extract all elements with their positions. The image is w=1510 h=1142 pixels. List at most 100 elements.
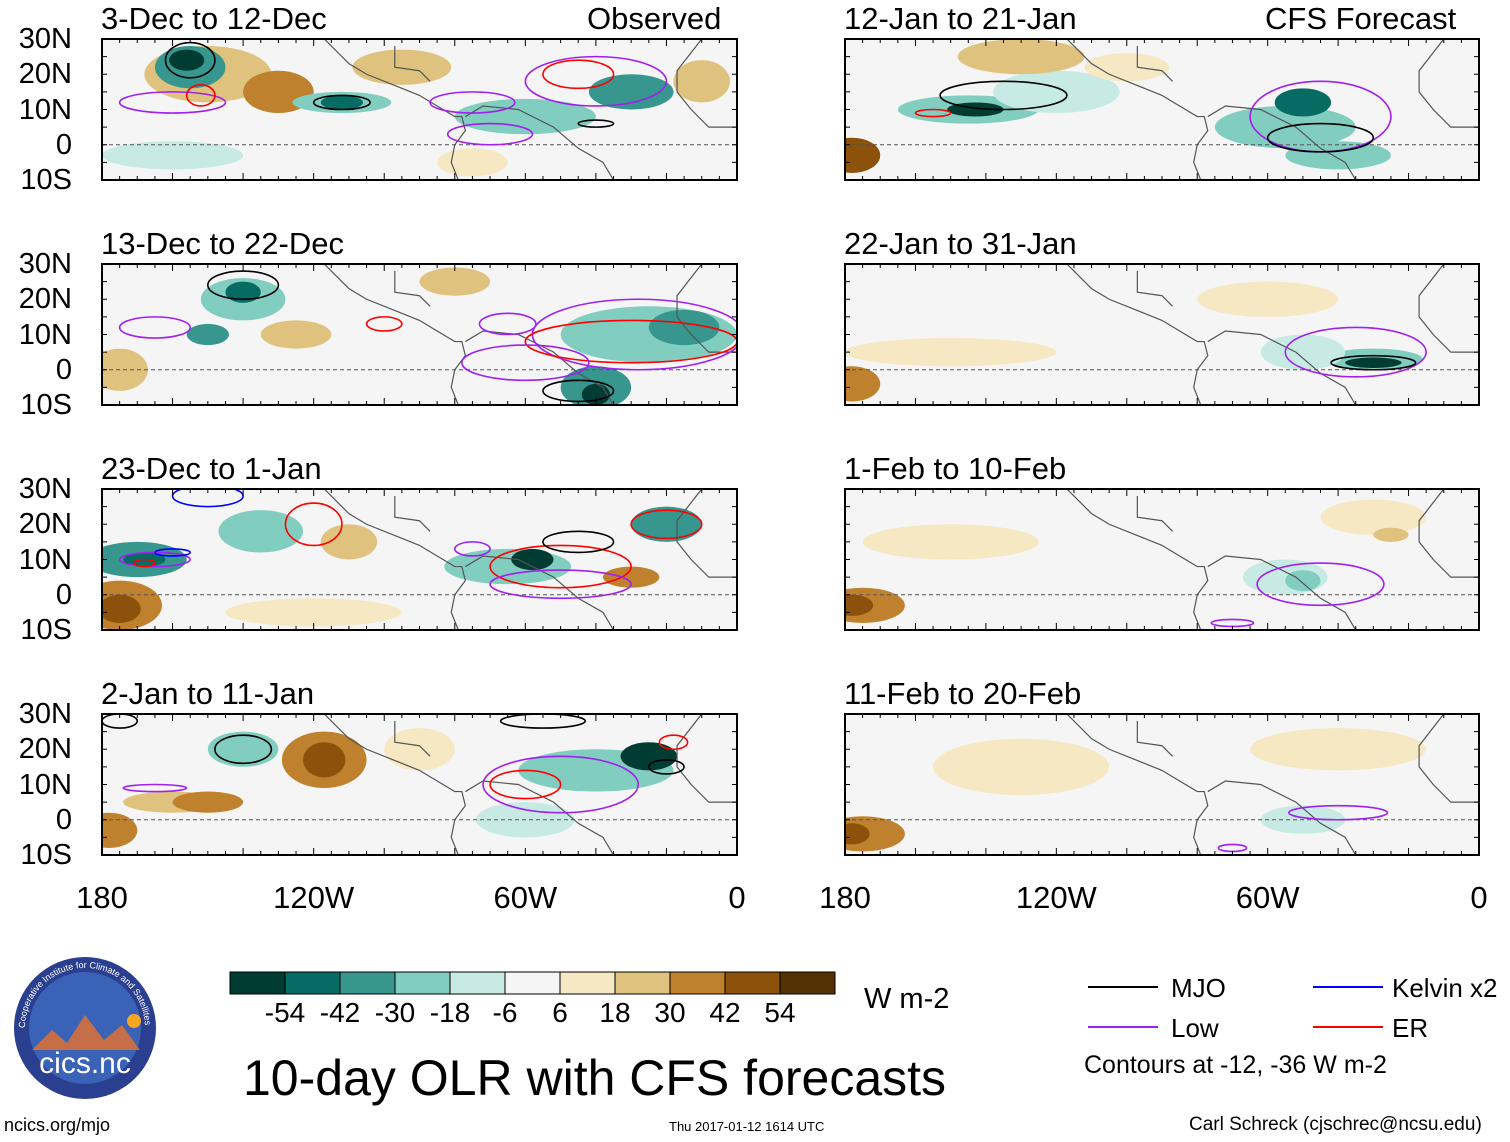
coastline	[676, 714, 737, 803]
observed-header: Observed	[587, 1, 722, 36]
olr-anomaly-area	[102, 812, 138, 848]
wave-contour	[577, 119, 615, 128]
wave-contour	[171, 489, 244, 508]
lat-label: 20N	[18, 283, 72, 316]
wave-contour	[118, 316, 191, 339]
lat-label: 10S	[20, 164, 72, 196]
colorbar-swatch	[779, 971, 836, 995]
coastline	[1136, 721, 1173, 757]
coastline	[1066, 39, 1209, 180]
coastline	[465, 555, 615, 630]
coastline	[1136, 496, 1173, 532]
wave-contour	[489, 769, 562, 800]
wave-contour	[122, 783, 188, 793]
wave-contour	[658, 734, 689, 751]
map-panel	[844, 263, 1480, 406]
wave-contour	[446, 122, 534, 146]
wave-contour	[1284, 326, 1427, 378]
olr-anomaly-area	[454, 98, 596, 135]
coastline	[1207, 780, 1357, 855]
wave-contour	[185, 84, 216, 107]
colorbar-swatch	[449, 971, 506, 995]
wave-contour	[284, 502, 343, 547]
coastline	[1207, 330, 1357, 405]
olr-anomaly-area	[1345, 357, 1402, 368]
panel-title: 1-Feb to 10-Feb	[844, 451, 1067, 486]
coastline	[1418, 489, 1479, 578]
colorbar-units: W m-2	[864, 983, 950, 1015]
olr-anomaly-area	[602, 566, 660, 588]
wave-contour	[630, 509, 703, 540]
coastline	[323, 714, 467, 855]
olr-anomaly-area	[1285, 141, 1391, 170]
lat-label: 20N	[18, 508, 72, 541]
wave-contour	[102, 714, 139, 729]
legend-label-mjo: MJO	[1171, 973, 1226, 1003]
coastline	[323, 489, 467, 630]
panel-title: 11-Feb to 20-Feb	[844, 676, 1082, 711]
olr-anomaly-area	[437, 148, 508, 177]
coastline	[1136, 271, 1173, 307]
wave-contour	[207, 270, 280, 301]
olr-anomaly-area	[673, 60, 730, 103]
lat-label: 10S	[20, 614, 72, 646]
footer-timestamp: Thu 2017-01-12 1614 UTC	[669, 1119, 825, 1134]
coastline	[1418, 264, 1479, 353]
wave-contour	[478, 312, 537, 336]
olr-anomaly-area	[172, 791, 244, 813]
panel-title: 13-Dec to 22-Dec	[101, 226, 344, 261]
map-panel	[844, 488, 1480, 631]
wave-contour	[118, 91, 227, 114]
lon-label: 120W	[1015, 880, 1097, 915]
colorbar-label: 6	[552, 997, 568, 1028]
olr-anomaly-area	[218, 510, 304, 553]
colorbar-label: 42	[709, 997, 741, 1028]
panel-title: 23-Dec to 1-Jan	[101, 451, 322, 486]
olr-anomaly-area	[102, 141, 244, 170]
olr-anomaly-area	[1285, 570, 1321, 592]
wave-contour	[453, 541, 491, 557]
lon-label: 0	[1470, 880, 1488, 915]
olr-anomaly-area	[1373, 527, 1409, 542]
forecast-header: CFS Forecast	[1265, 1, 1457, 36]
wave-contour	[1256, 562, 1385, 607]
wave-contour	[524, 55, 668, 107]
footer-author: Carl Schreck (cjschrec@ncsu.edu)	[1189, 1114, 1482, 1135]
wave-contour	[524, 319, 737, 364]
coastline	[676, 489, 737, 578]
olr-anomaly-area	[320, 95, 364, 110]
olr-anomaly-area	[511, 548, 554, 571]
wave-contour	[542, 59, 615, 90]
wave-contour	[489, 544, 632, 589]
colorbar-swatch	[614, 971, 671, 995]
colorbar-swatch	[394, 971, 451, 995]
map-panel	[101, 713, 738, 856]
wave-contour	[939, 80, 1068, 111]
olr-anomaly-area	[1197, 281, 1339, 317]
wave-contour	[648, 759, 685, 775]
wave-contour	[1266, 122, 1375, 153]
coastline	[394, 46, 431, 82]
colorbar-label: -30	[374, 997, 416, 1028]
lon-label: 180	[76, 880, 128, 915]
olr-anomaly-area	[933, 738, 1110, 796]
olr-anomaly-area	[620, 742, 678, 771]
lat-label: 0	[55, 353, 72, 386]
coastline	[1066, 264, 1209, 405]
cics-logo: Cooperative Institute for Climate and Sa…	[12, 955, 158, 1101]
lat-label: 10N	[18, 93, 72, 126]
wave-contour	[542, 530, 615, 554]
colorbar-label: 18	[599, 997, 631, 1028]
coastline	[1418, 39, 1479, 128]
olr-anomaly-area	[1320, 499, 1427, 535]
colorbar-label: -54	[264, 997, 306, 1028]
map-panel	[844, 38, 1480, 181]
colorbar-label: 54	[764, 997, 796, 1028]
olr-anomaly-area	[845, 366, 881, 402]
wave-contour	[365, 316, 403, 332]
panel-title: 2-Jan to 11-Jan	[101, 676, 315, 711]
wave-contour	[489, 569, 632, 600]
olr-anomaly-area	[845, 823, 870, 845]
